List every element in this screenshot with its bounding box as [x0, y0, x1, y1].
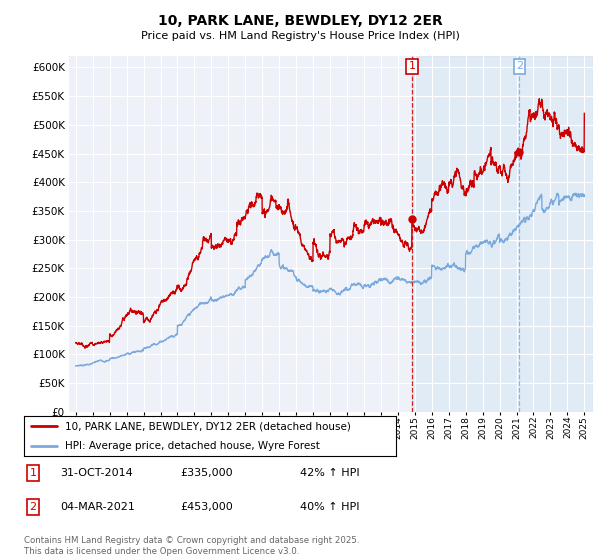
Text: £335,000: £335,000 — [180, 468, 233, 478]
Text: Contains HM Land Registry data © Crown copyright and database right 2025.
This d: Contains HM Land Registry data © Crown c… — [24, 536, 359, 556]
Text: HPI: Average price, detached house, Wyre Forest: HPI: Average price, detached house, Wyre… — [65, 441, 320, 451]
Text: 10, PARK LANE, BEWDLEY, DY12 2ER (detached house): 10, PARK LANE, BEWDLEY, DY12 2ER (detach… — [65, 421, 351, 431]
Bar — [412, 56, 593, 412]
Text: 2: 2 — [516, 62, 523, 71]
Text: 31-OCT-2014: 31-OCT-2014 — [60, 468, 133, 478]
Text: £453,000: £453,000 — [180, 502, 233, 512]
Text: 1: 1 — [409, 62, 415, 71]
Text: 10, PARK LANE, BEWDLEY, DY12 2ER: 10, PARK LANE, BEWDLEY, DY12 2ER — [158, 14, 442, 28]
Text: 1: 1 — [29, 468, 37, 478]
Text: 2: 2 — [29, 502, 37, 512]
Text: 04-MAR-2021: 04-MAR-2021 — [60, 502, 135, 512]
Text: 40% ↑ HPI: 40% ↑ HPI — [300, 502, 359, 512]
Text: Price paid vs. HM Land Registry's House Price Index (HPI): Price paid vs. HM Land Registry's House … — [140, 31, 460, 41]
Text: 42% ↑ HPI: 42% ↑ HPI — [300, 468, 359, 478]
